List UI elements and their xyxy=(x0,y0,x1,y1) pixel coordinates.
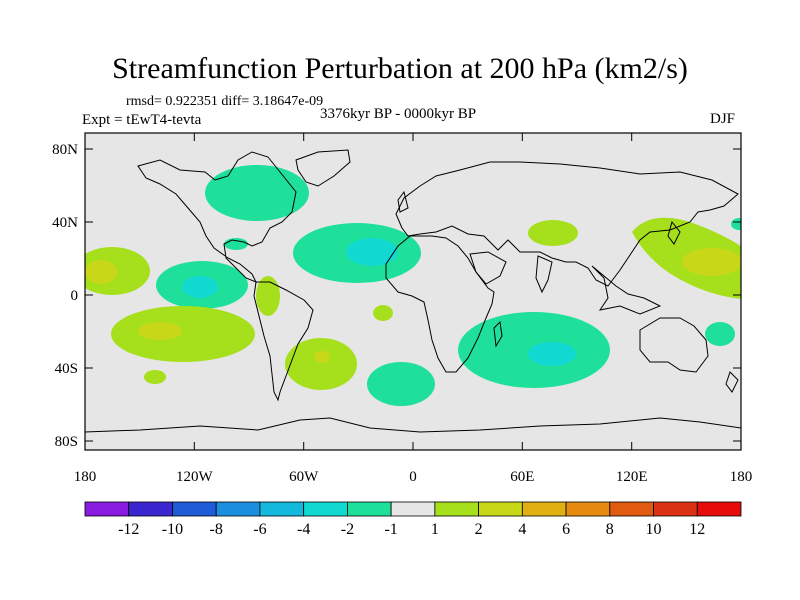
experiment-label: Expt = tEwT4-tevta xyxy=(82,112,202,128)
x-tick-label: 120E xyxy=(616,469,648,485)
coastlines xyxy=(85,149,741,433)
colorbar-swatch xyxy=(390,501,436,517)
colorbar-label: -1 xyxy=(384,521,397,538)
coast-uk xyxy=(397,190,409,213)
colorbar: -12 -10 -8 -6 -4 -2 -1 1 2 4 6 8 10 12 xyxy=(84,501,742,538)
coast-australia xyxy=(639,317,709,373)
y-tick-label: 0 xyxy=(71,288,79,304)
anomaly-central-pacific-west-core xyxy=(85,260,117,284)
colorbar-label: 10 xyxy=(646,521,662,538)
anomaly-central-asia xyxy=(528,220,578,246)
colorbar-swatch xyxy=(521,501,567,517)
anomaly-east-australia xyxy=(705,322,735,346)
x-tick-label: 0 xyxy=(409,469,417,485)
colorbar-swatch xyxy=(84,501,130,517)
colorbar-swatch xyxy=(346,501,392,517)
anomaly-south-america xyxy=(256,276,280,316)
colorbar-swatch xyxy=(478,501,523,517)
anomaly-south-pacific-small xyxy=(144,370,166,384)
x-tick-label: 60E xyxy=(510,469,534,485)
colorbar-label: -2 xyxy=(341,521,354,538)
plot-title: Streamfunction Perturbation at 200 hPa (… xyxy=(112,52,688,85)
colorbar-label: 8 xyxy=(606,521,614,538)
colorbar-label: -8 xyxy=(210,521,223,538)
colorbar-swatch xyxy=(259,501,305,517)
colorbar-swatch xyxy=(128,501,173,517)
coast-japan xyxy=(667,220,681,245)
colorbar-swatch xyxy=(434,501,480,517)
x-tick-label: 60W xyxy=(289,469,319,485)
colorbar-swatch xyxy=(653,501,698,517)
colorbar-swatch xyxy=(303,501,348,517)
season-label: DJF xyxy=(710,111,736,127)
anomaly-south-atlantic-small xyxy=(373,305,393,321)
colorbar-label: -6 xyxy=(253,521,266,538)
colorbar-label: 2 xyxy=(475,521,483,538)
latitude-axis: 80N 40N 0 40S 80S xyxy=(52,142,741,450)
colorbar-label: 1 xyxy=(431,521,439,538)
coast-greenland xyxy=(295,149,351,187)
colorbar-label: 4 xyxy=(518,521,526,538)
anomaly-gulf xyxy=(224,238,248,250)
coast-africa xyxy=(385,235,495,373)
coast-india xyxy=(535,255,553,294)
coast-southeast-asia xyxy=(591,265,662,315)
longitude-axis: 180 120W 60W 0 60E 120E 180 xyxy=(74,133,753,485)
colorbar-swatch xyxy=(565,501,611,517)
contour-fields xyxy=(85,165,741,406)
coast-south-america xyxy=(253,281,314,402)
anomaly-south-pacific-core xyxy=(138,322,182,340)
colorbar-swatch xyxy=(609,501,654,517)
anomaly-argentina xyxy=(285,338,357,390)
anomaly-south-pacific xyxy=(111,306,255,362)
colorbar-swatch xyxy=(215,501,261,517)
coast-europe-asia xyxy=(395,161,739,287)
x-tick-label: 180 xyxy=(730,469,753,485)
coast-antarctica xyxy=(85,417,741,433)
anomaly-date-line xyxy=(731,218,741,230)
anomaly-indian-ocean-core xyxy=(528,342,576,366)
coast-madagascar xyxy=(493,320,503,348)
x-tick-label: 120W xyxy=(176,469,214,485)
stats-label: rmsd= 0.922351 diff= 3.18647e-09 xyxy=(126,94,324,109)
y-tick-label: 40S xyxy=(55,361,78,377)
coast-arabia xyxy=(469,251,507,285)
colorbar-swatch xyxy=(696,501,742,517)
x-tick-label: 180 xyxy=(74,469,97,485)
anomaly-north-atlantic-core xyxy=(346,238,398,266)
y-tick-label: 40N xyxy=(52,215,78,231)
anomaly-argentina-core xyxy=(314,351,330,363)
anomaly-north-america xyxy=(205,165,309,221)
period-label: 3376kyr BP - 0000kyr BP xyxy=(320,106,477,122)
colorbar-label: -4 xyxy=(297,521,310,538)
y-tick-label: 80S xyxy=(55,434,78,450)
colorbar-label: -10 xyxy=(162,521,183,538)
anomaly-east-pacific-core xyxy=(182,276,218,298)
colorbar-label: 6 xyxy=(562,521,570,538)
anomaly-northwest-pacific-core xyxy=(682,248,741,276)
coast-north-america xyxy=(137,151,297,283)
colorbar-label: -12 xyxy=(118,521,139,538)
colorbar-label: 12 xyxy=(689,521,705,538)
y-tick-label: 80N xyxy=(52,142,78,158)
coast-new-zealand xyxy=(725,371,739,393)
colorbar-swatch xyxy=(172,501,217,517)
anomaly-south-atlantic xyxy=(367,362,435,406)
